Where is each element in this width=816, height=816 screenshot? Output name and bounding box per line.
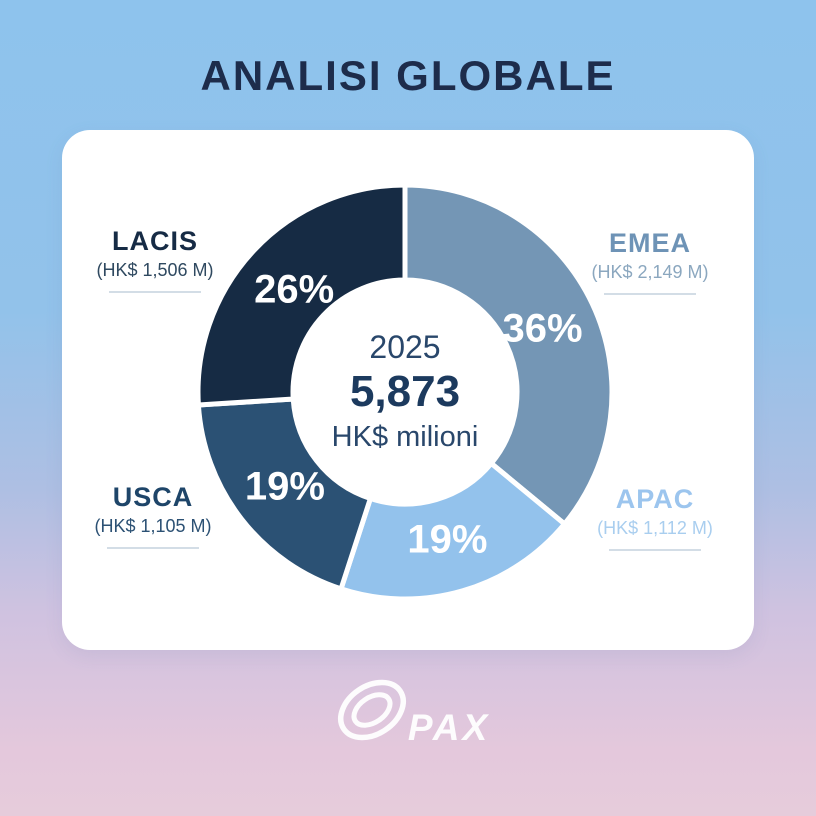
- leader-line-apac: [609, 549, 701, 552]
- region-value-lacis: (HK$ 1,506 M): [96, 260, 214, 281]
- region-label-apac: APAC (HK$ 1,112 M): [570, 484, 740, 552]
- chart-card: LACIS (HK$ 1,506 M) EMEA (HK$ 2,149 M) U…: [62, 130, 754, 650]
- percent-label-emea: 36%: [502, 307, 582, 351]
- percent-label-apac: 19%: [407, 517, 487, 561]
- donut-chart: 36% 19% 19% 26%: [195, 182, 615, 602]
- center-year: 2025: [369, 329, 441, 365]
- pax-logo-icon: [337, 679, 406, 741]
- donut-segment-lacis: [195, 182, 408, 408]
- center-total: 5,873: [349, 367, 461, 417]
- donut-center-label: 2025 5,873 HK$ milioni: [295, 328, 515, 455]
- region-name-apac: APAC: [615, 484, 695, 514]
- leader-line-emea: [604, 293, 696, 296]
- percent-label-lacis: 26%: [254, 267, 334, 311]
- donut-segment-apac: [337, 459, 569, 602]
- region-value-apac: (HK$ 1,112 M): [597, 518, 713, 539]
- donut-segment-emea: [402, 182, 615, 528]
- region-name-usca: USCA: [112, 482, 194, 512]
- region-name-lacis: LACIS: [112, 226, 198, 256]
- leader-line-lacis: [109, 291, 201, 294]
- page-title: ANALISI GLOBALE: [200, 52, 616, 99]
- donut-segment-usca: [195, 396, 374, 593]
- brand-name: PAX: [407, 707, 491, 748]
- region-label-emea: EMEA (HK$ 2,149 M): [565, 228, 735, 296]
- center-unit: HK$ milioni: [331, 421, 479, 454]
- region-label-lacis: LACIS (HK$ 1,506 M): [70, 226, 240, 294]
- region-value-emea: (HK$ 2,149 M): [591, 262, 709, 283]
- region-name-emea: EMEA: [608, 228, 691, 258]
- leader-line-usca: [107, 547, 199, 550]
- region-value-usca: (HK$ 1,105 M): [94, 516, 212, 537]
- region-label-usca: USCA (HK$ 1,105 M): [68, 482, 238, 550]
- percent-label-usca: 19%: [245, 465, 325, 509]
- brand-footer: PAX: [0, 668, 816, 752]
